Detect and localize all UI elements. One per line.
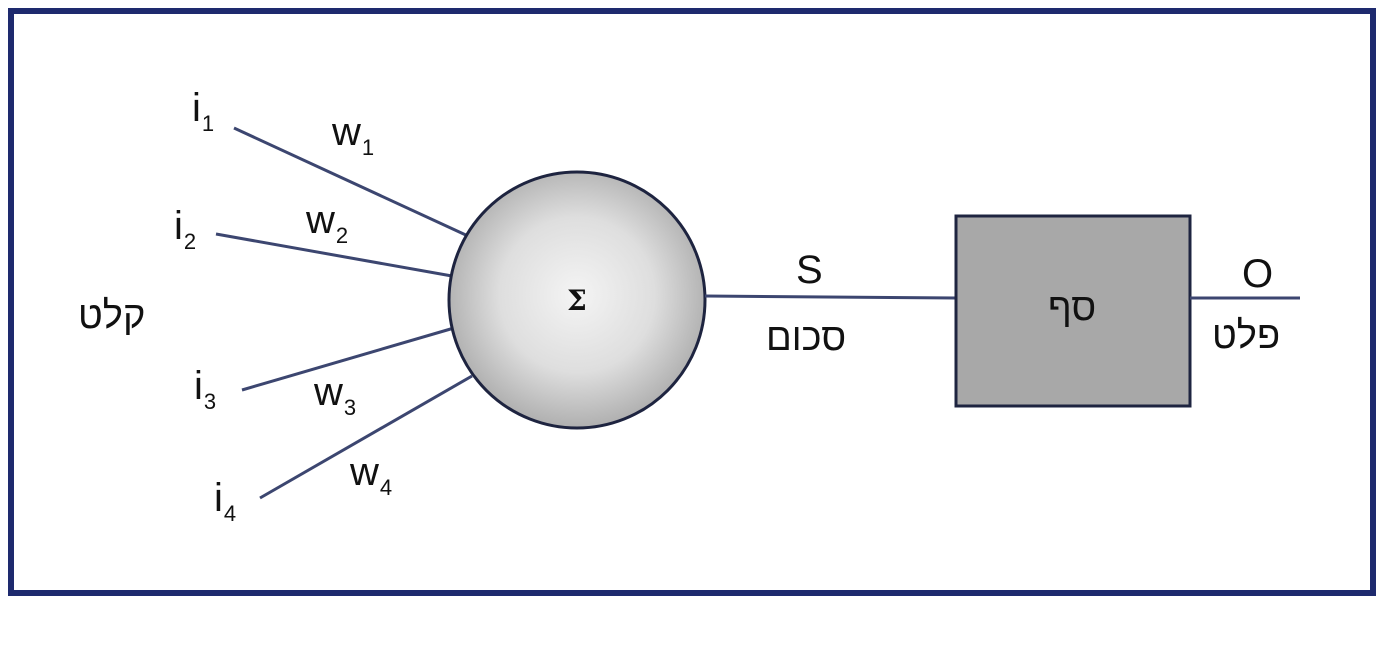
- input-i4: i4: [214, 476, 237, 526]
- input-label: קלט: [78, 295, 146, 337]
- output-label: פלט: [1212, 315, 1281, 357]
- output-symbol: O: [1242, 252, 1274, 296]
- weight-w1: w1: [332, 110, 375, 160]
- input-line-2: [215, 232, 453, 278]
- input-i2: i2: [174, 204, 197, 254]
- sum-label: סכום: [766, 317, 847, 359]
- input-line-1: [233, 126, 469, 238]
- sum-line: [704, 294, 957, 300]
- input-i1: i1: [192, 86, 215, 136]
- weight-w3: w3: [314, 370, 357, 420]
- threshold-box: [954, 214, 1192, 408]
- weight-w4: w4: [350, 450, 393, 500]
- input-i3: i3: [194, 364, 217, 414]
- threshold-label: סף: [1048, 287, 1097, 329]
- input-line-4: [259, 374, 473, 500]
- sigma-symbol: Σ: [567, 284, 587, 317]
- input-line-3: [241, 326, 455, 392]
- neuron-circle: [447, 170, 707, 430]
- sum-symbol: S: [796, 248, 823, 292]
- weight-w2: w2: [306, 198, 349, 248]
